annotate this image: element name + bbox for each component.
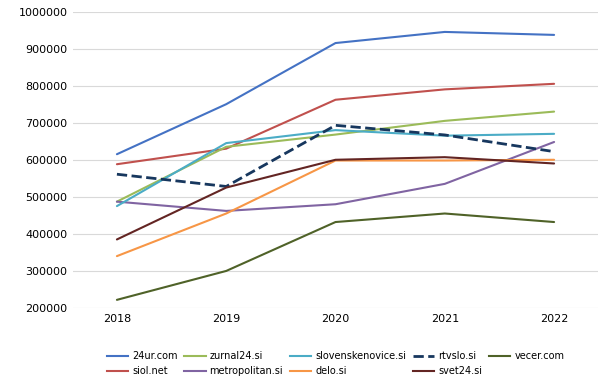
rtvslo.si bbox=[223, 184, 230, 189]
metropolitan.si bbox=[223, 209, 230, 213]
metropolitan.si bbox=[550, 140, 558, 144]
zurnal24.si bbox=[332, 132, 339, 137]
rtvslo.si bbox=[550, 149, 558, 154]
rtvslo.si bbox=[332, 123, 339, 127]
svet24.si bbox=[223, 185, 230, 190]
vecer.com bbox=[332, 220, 339, 224]
Line: 24ur.com: 24ur.com bbox=[117, 32, 554, 154]
slovenskenovice.si bbox=[441, 133, 448, 138]
24ur.com bbox=[113, 152, 121, 157]
24ur.com bbox=[550, 33, 558, 37]
zurnal24.si bbox=[441, 119, 448, 123]
rtvslo.si bbox=[113, 172, 121, 177]
zurnal24.si bbox=[550, 109, 558, 114]
siol.net bbox=[332, 97, 339, 102]
Line: delo.si: delo.si bbox=[117, 160, 554, 256]
slovenskenovice.si bbox=[113, 204, 121, 208]
siol.net bbox=[441, 87, 448, 92]
Line: siol.net: siol.net bbox=[117, 84, 554, 164]
svet24.si bbox=[550, 161, 558, 166]
Line: metropolitan.si: metropolitan.si bbox=[117, 142, 554, 211]
Line: vecer.com: vecer.com bbox=[117, 214, 554, 300]
svet24.si bbox=[441, 155, 448, 159]
rtvslo.si bbox=[441, 133, 448, 137]
zurnal24.si bbox=[223, 144, 230, 149]
svet24.si bbox=[332, 157, 339, 162]
siol.net bbox=[550, 82, 558, 86]
vecer.com bbox=[441, 211, 448, 216]
24ur.com bbox=[223, 102, 230, 107]
24ur.com bbox=[332, 41, 339, 45]
siol.net bbox=[223, 146, 230, 151]
delo.si bbox=[223, 211, 230, 216]
vecer.com bbox=[113, 298, 121, 302]
Line: slovenskenovice.si: slovenskenovice.si bbox=[117, 130, 554, 206]
Line: zurnal24.si: zurnal24.si bbox=[117, 112, 554, 202]
zurnal24.si bbox=[113, 199, 121, 204]
delo.si bbox=[113, 254, 121, 258]
slovenskenovice.si bbox=[332, 128, 339, 132]
metropolitan.si bbox=[113, 199, 121, 204]
metropolitan.si bbox=[441, 182, 448, 186]
delo.si bbox=[550, 157, 558, 162]
Line: svet24.si: svet24.si bbox=[117, 157, 554, 239]
slovenskenovice.si bbox=[550, 132, 558, 136]
24ur.com bbox=[441, 30, 448, 34]
Legend: 24ur.com, siol.net, zurnal24.si, metropolitan.si, slovenskenovice.si, delo.si, r: 24ur.com, siol.net, zurnal24.si, metropo… bbox=[107, 352, 564, 376]
siol.net bbox=[113, 162, 121, 167]
vecer.com bbox=[223, 269, 230, 273]
vecer.com bbox=[550, 220, 558, 224]
delo.si bbox=[441, 158, 448, 163]
Line: rtvslo.si: rtvslo.si bbox=[117, 125, 554, 186]
slovenskenovice.si bbox=[223, 141, 230, 146]
metropolitan.si bbox=[332, 202, 339, 206]
delo.si bbox=[332, 158, 339, 163]
svet24.si bbox=[113, 237, 121, 242]
